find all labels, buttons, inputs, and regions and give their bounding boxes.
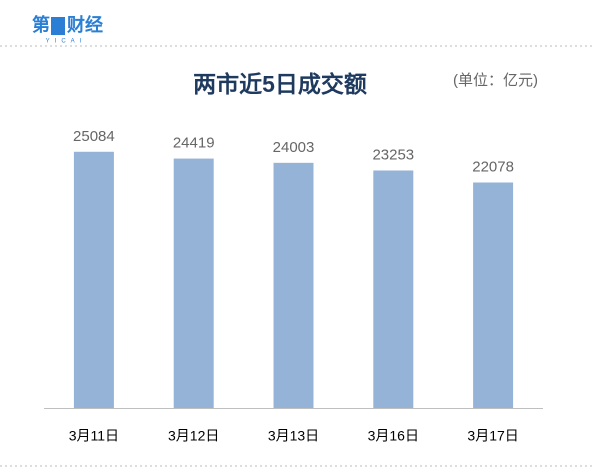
bar bbox=[173, 158, 214, 408]
bar bbox=[473, 182, 514, 408]
logo-box bbox=[51, 17, 65, 35]
logo-sub: YICAI bbox=[46, 39, 87, 45]
x-tick-label: 3月16日 bbox=[368, 428, 419, 444]
x-tick-label: 3月11日 bbox=[69, 428, 119, 444]
logo-right: 财经 bbox=[67, 14, 103, 35]
bar bbox=[273, 162, 314, 408]
value-label: 23253 bbox=[372, 146, 414, 163]
logo-left: 第 bbox=[32, 14, 50, 35]
value-label: 24419 bbox=[173, 135, 215, 152]
chart-title: 两市近5日成交额 bbox=[193, 71, 367, 97]
logo: 第 财经 YICAI bbox=[32, 14, 103, 45]
x-tick-label: 3月13日 bbox=[268, 428, 319, 444]
value-label: 24003 bbox=[273, 139, 315, 156]
bar bbox=[73, 151, 114, 408]
x-tick-label: 3月17日 bbox=[467, 428, 518, 444]
bar bbox=[373, 170, 414, 408]
x-tick-label: 3月12日 bbox=[168, 428, 219, 444]
unit-label: (单位：亿元) bbox=[453, 72, 538, 89]
value-label: 25084 bbox=[73, 128, 115, 145]
value-label: 22078 bbox=[472, 158, 514, 175]
